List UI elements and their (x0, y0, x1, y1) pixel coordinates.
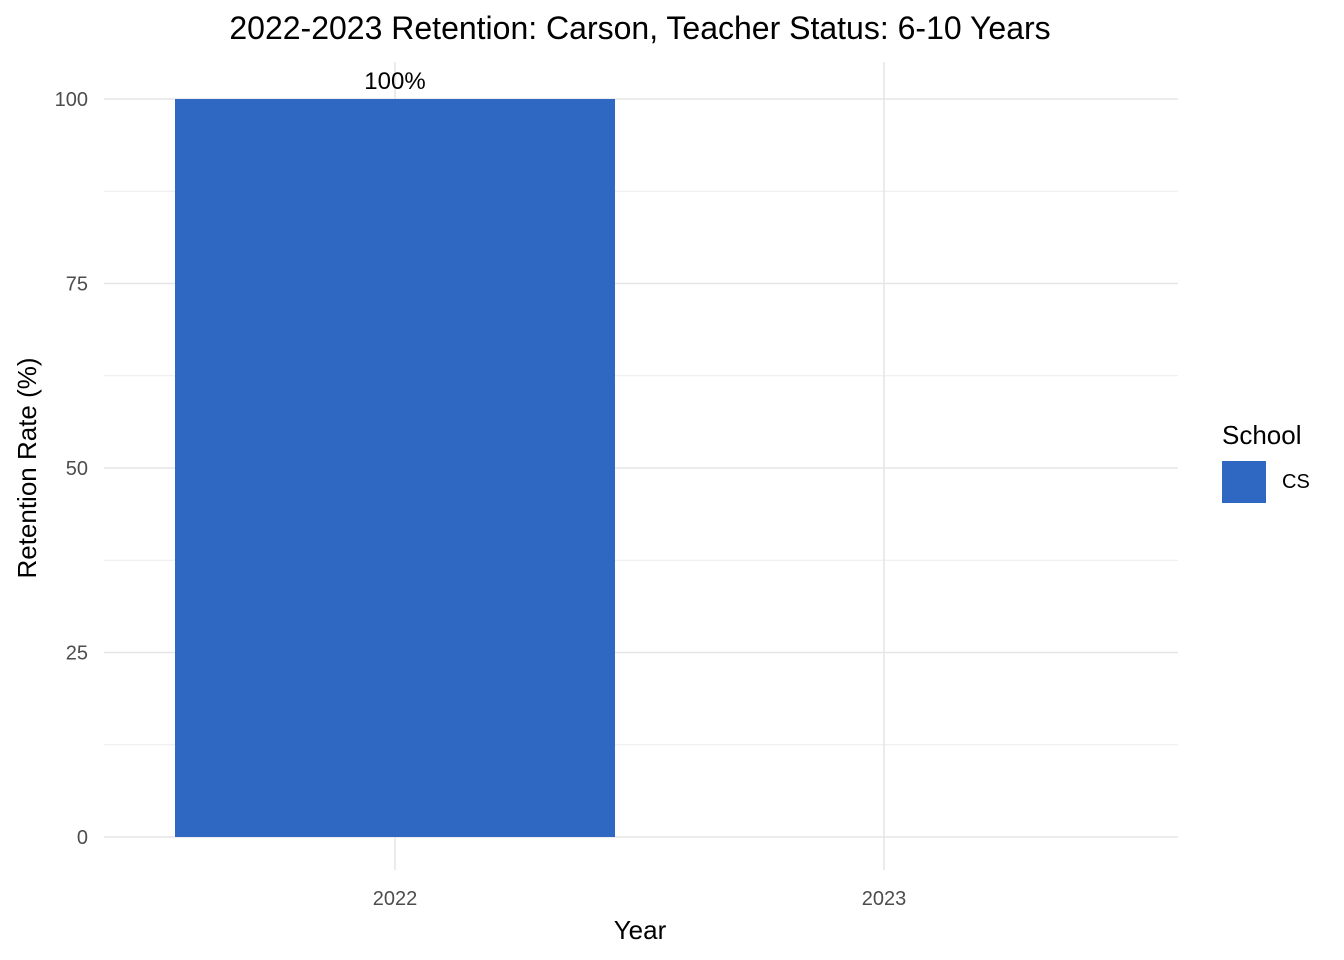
x-tick-label: 2023 (862, 888, 907, 910)
y-axis-title: Retention Rate (%) (12, 357, 42, 578)
chart-title: 2022-2023 Retention: Carson, Teacher Sta… (229, 10, 1051, 46)
legend-swatch (1222, 461, 1266, 503)
legend: School CS (1222, 420, 1310, 503)
bars (175, 99, 615, 837)
data-label-2022: 100% (364, 68, 425, 95)
y-axis-ticks: 0 25 50 75 100 (55, 89, 88, 849)
y-tick-label: 0 (77, 827, 88, 849)
y-tick-label: 75 (66, 274, 88, 296)
data-labels: 100% (364, 68, 425, 95)
x-tick-label: 2022 (373, 888, 418, 910)
y-tick-label: 100 (55, 89, 88, 111)
x-axis-title: Year (614, 915, 667, 945)
y-tick-label: 25 (66, 643, 88, 665)
bar-2022 (175, 99, 615, 837)
y-tick-label: 50 (66, 458, 88, 480)
legend-label: CS (1282, 470, 1310, 493)
legend-title: School (1222, 420, 1302, 450)
legend-item-cs: CS (1222, 461, 1310, 503)
x-axis-ticks: 2022 2023 (373, 888, 907, 910)
